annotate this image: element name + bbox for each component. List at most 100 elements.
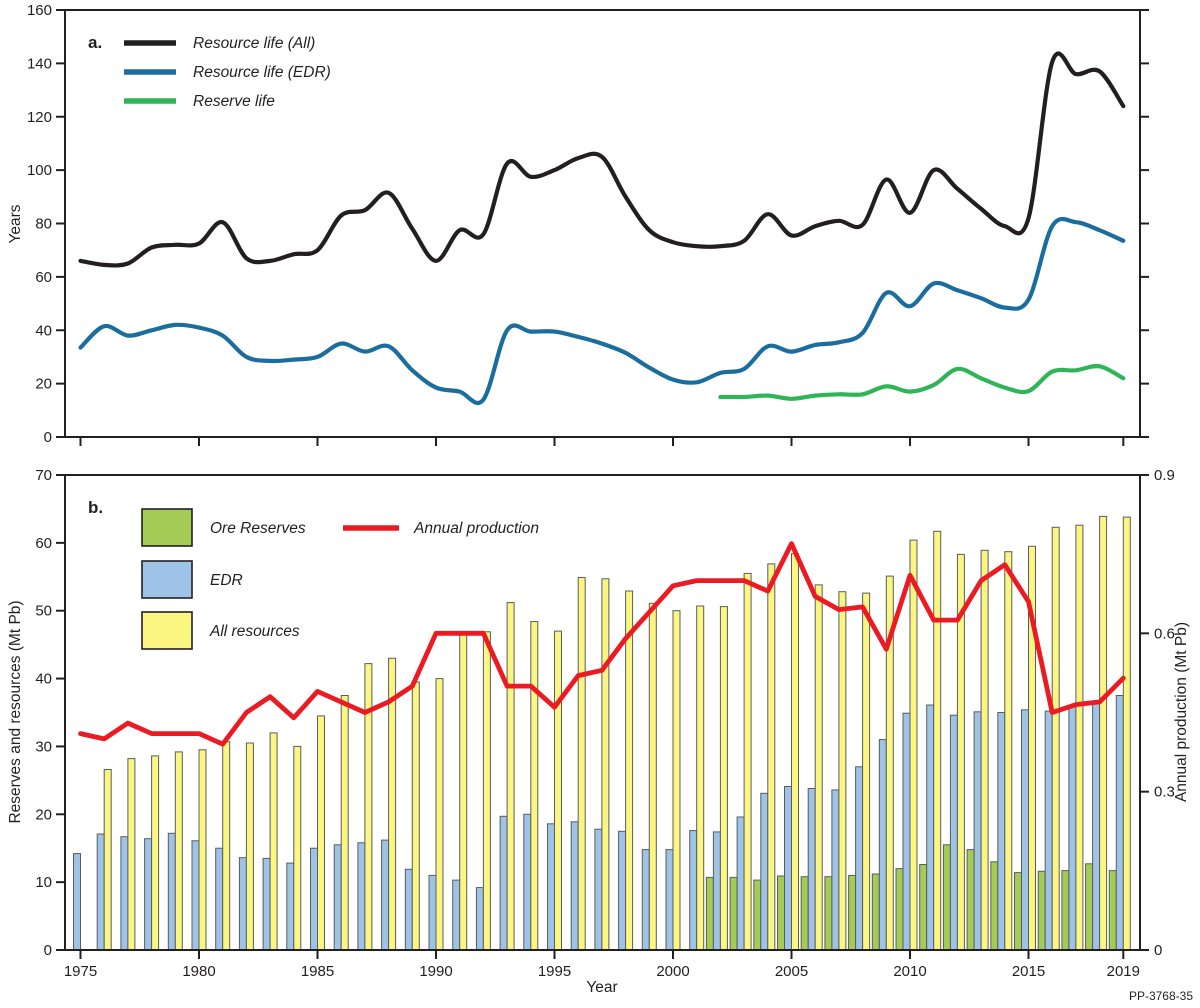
- x-tick-label: 1985: [301, 963, 334, 980]
- bar-2004: [767, 563, 776, 951]
- bar-1994: [523, 813, 532, 951]
- x-tick-label: 2010: [893, 963, 926, 980]
- bar-2007: [838, 591, 847, 951]
- bar-2000: [672, 610, 681, 951]
- bar-2005: [777, 875, 785, 951]
- bar-1987: [364, 663, 373, 951]
- bar-2005: [784, 786, 792, 951]
- figure-id-label: PP-3768-35: [1129, 989, 1193, 1003]
- y-tick-label-left: 10: [35, 874, 52, 891]
- x-tick-label: 2005: [775, 963, 808, 980]
- y-tick-label: 20: [35, 376, 52, 393]
- bar-2007: [831, 789, 840, 951]
- bar-2009: [871, 873, 880, 951]
- y-tick-label: 0: [44, 429, 52, 446]
- bar-1991: [452, 879, 461, 951]
- y-tick-label-right: 0.3: [1154, 784, 1175, 801]
- legend-label-annual-production: Annual production: [413, 520, 539, 537]
- bar-1996: [577, 577, 586, 951]
- bar-1980: [198, 749, 207, 951]
- bar-2014: [1004, 551, 1013, 951]
- x-tick-label: 1995: [538, 963, 571, 980]
- x-tick-label: 1975: [64, 963, 97, 980]
- x-tick-label: 1990: [419, 963, 452, 980]
- legend-label-reserve-life-line: Reserve life: [193, 93, 275, 110]
- legend-swatch-edr: [141, 560, 193, 599]
- bar-1977: [127, 758, 136, 951]
- bar-1981: [215, 847, 224, 951]
- bar-1994: [530, 621, 539, 951]
- y-tick-label: 80: [35, 216, 52, 233]
- bar-2017: [1061, 870, 1070, 951]
- bar-2011: [919, 864, 928, 951]
- bar-1990: [435, 678, 444, 951]
- bar-1984: [286, 862, 295, 951]
- legend-label-edr: EDR: [210, 572, 243, 589]
- bar-2014: [997, 712, 1006, 951]
- panel-a-ylabel: Years: [7, 204, 24, 243]
- bar-2012: [949, 714, 958, 951]
- bar-2019: [1122, 516, 1131, 951]
- y-tick-label-right: 0.6: [1154, 625, 1175, 642]
- y-tick-label-left: 30: [35, 738, 52, 755]
- panel-b-label: b.: [88, 498, 103, 517]
- bar-1985: [317, 715, 325, 951]
- bar-1995: [547, 823, 555, 951]
- bar-1978: [151, 755, 160, 951]
- bar-2000: [665, 849, 674, 951]
- legend-swatch-ore-reserves: [141, 508, 193, 547]
- reserve-life-line: [718, 363, 1126, 401]
- bar-2013: [966, 849, 975, 951]
- y-tick-label-right: 0: [1154, 942, 1162, 959]
- bar-1999: [641, 849, 650, 951]
- bar-1989: [411, 681, 420, 951]
- bar-1999: [648, 602, 657, 951]
- y-tick-label-left: 70: [35, 467, 52, 484]
- panel-b-legend: b. Ore Reserves EDR All resources Annual pro…: [88, 498, 539, 650]
- bar-1986: [333, 844, 342, 951]
- bar-1979: [167, 832, 176, 951]
- bar-2002: [719, 606, 728, 951]
- bar-1975: [73, 853, 81, 951]
- bar-2007: [824, 876, 833, 951]
- bar-1986: [340, 695, 349, 951]
- panel-a-tick-labels: 0 20 40 60 80 100 120 140 160: [27, 2, 52, 446]
- x-tick-label: 2015: [1012, 963, 1045, 980]
- bar-2008: [855, 766, 864, 951]
- annual-production-line: [78, 541, 1126, 747]
- bar-2015: [1014, 872, 1022, 951]
- bar-1982: [238, 857, 247, 951]
- bar-2015: [1021, 709, 1029, 951]
- y-tick-label-right: 0.9: [1154, 467, 1175, 484]
- bar-1993: [499, 815, 508, 951]
- legend-label-resource-life-all-line: Resource life (All): [193, 35, 315, 52]
- bar-1985: [310, 847, 318, 951]
- bar-2019: [1108, 870, 1117, 951]
- bar-1977: [120, 836, 129, 951]
- bar-2004: [753, 879, 762, 951]
- bar-1987: [357, 842, 366, 951]
- bar-2003: [736, 816, 745, 951]
- panel-b: 0 10 20 30 40 50 60 70 0 0.3 0.6 0.9 1975 1980 1985 199…: [7, 467, 1190, 996]
- legend-swatch-all-resources: [141, 611, 193, 650]
- bar-2006: [807, 788, 816, 951]
- bar-2001: [696, 605, 705, 951]
- bar-1978: [144, 838, 153, 951]
- y-tick-label: 160: [27, 2, 52, 19]
- bar-1988: [381, 839, 390, 951]
- y-tick-label-left: 60: [35, 535, 52, 552]
- x-axis-title: Year: [586, 979, 617, 996]
- bar-1993: [506, 602, 515, 951]
- panel-a: 0 20 40 60 80 100 120 140 160 a. Resource life (Al…: [7, 2, 1149, 446]
- bar-2003: [743, 572, 752, 951]
- panel-a-legend: a. Resource life (All) Resource life (EDR)…: [88, 33, 331, 110]
- bar-2019: [1115, 695, 1124, 951]
- bar-2005: [791, 553, 799, 951]
- panel-b-tick-labels: 0 10 20 30 40 50 60 70 0 0.3 0.6 0.9 1975 1980 1985 199…: [35, 467, 1175, 980]
- panel-b-ticks: [56, 474, 1149, 959]
- bar-2010: [902, 712, 911, 951]
- y-tick-label: 140: [27, 55, 52, 72]
- resource-life-all-line: [78, 51, 1126, 268]
